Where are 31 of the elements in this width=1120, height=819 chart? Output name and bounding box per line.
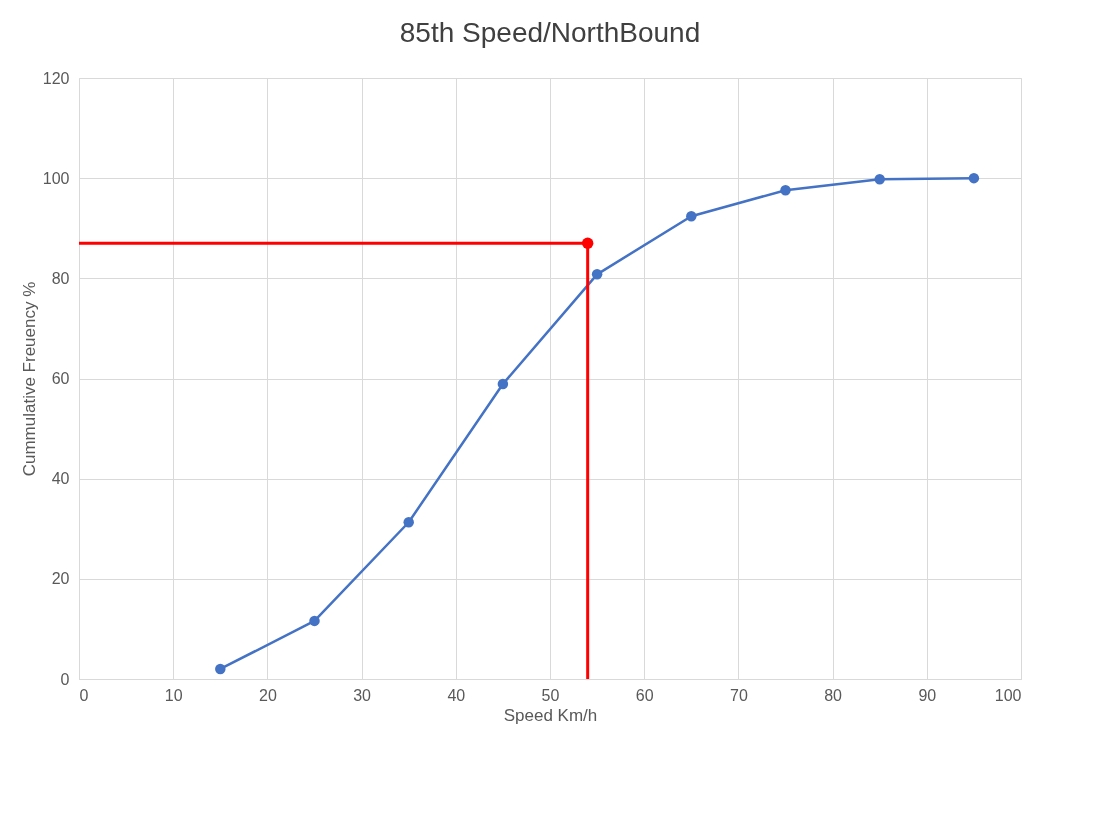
y-tick-label: 60 <box>51 370 70 387</box>
point <box>780 184 791 196</box>
x-tick-label: 80 <box>824 686 843 704</box>
x-tick-label: 90 <box>918 686 937 704</box>
x-tick-label: 40 <box>447 686 466 704</box>
point <box>309 615 320 627</box>
point <box>874 173 885 185</box>
x-tick-label: 30 <box>353 686 372 704</box>
y-tick-label: 100 <box>42 169 70 187</box>
x-tick-label: 70 <box>730 686 748 704</box>
point <box>215 663 226 675</box>
point <box>591 269 603 280</box>
x-tick-label: 10 <box>164 686 183 704</box>
x-axis-title: Speed Km/h <box>503 705 598 725</box>
y-tick-label: 120 <box>42 69 70 87</box>
x-tick-label: 0 <box>79 686 89 704</box>
y-tick-label: 0 <box>60 670 70 688</box>
x-tick-label: 100 <box>994 686 1022 704</box>
x-tick-label: 50 <box>541 686 560 704</box>
point <box>581 237 594 249</box>
point <box>686 211 697 222</box>
y-tick-label: 80 <box>51 269 70 287</box>
y-tick-label: 40 <box>51 470 70 488</box>
x-tick-label: 60 <box>635 686 654 704</box>
x-tick-label: 20 <box>259 686 277 704</box>
chart-title: 85th Speed/NorthBound <box>399 17 701 48</box>
point <box>497 378 509 390</box>
y-tick-label: 20 <box>51 570 70 588</box>
y-axis-title: Cummulative Freuency % <box>19 281 39 477</box>
point <box>403 517 414 528</box>
point <box>968 172 980 184</box>
